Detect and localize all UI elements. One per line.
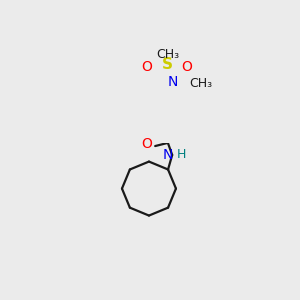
Text: N: N [162,148,173,163]
Text: O: O [141,60,152,74]
Text: H: H [177,148,186,161]
Text: O: O [181,60,192,74]
Text: CH₃: CH₃ [189,77,212,90]
Text: N: N [167,75,178,89]
Text: S: S [161,57,172,72]
Text: O: O [142,137,152,151]
Text: CH₃: CH₃ [157,47,180,61]
